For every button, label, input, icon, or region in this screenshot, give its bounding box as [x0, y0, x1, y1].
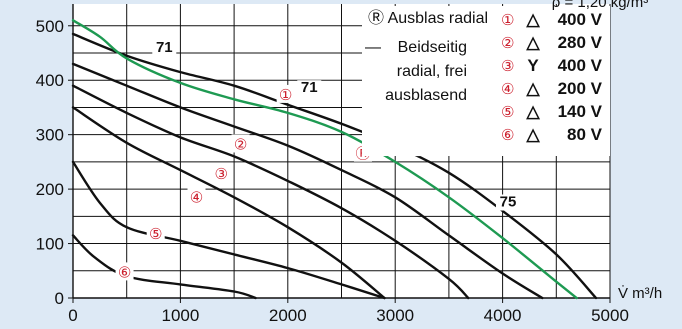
legend-connection: △ [525, 79, 540, 98]
annotation-bg [495, 194, 520, 211]
legend-black-label: radial, frei [397, 63, 467, 80]
legend-black-line: — [365, 39, 381, 56]
y-tick-label: 400 [36, 71, 64, 90]
efficiency-label: 71 [301, 79, 318, 96]
annotation-bg [297, 80, 322, 97]
legend-connection: △ [525, 10, 540, 29]
legend-voltage: 140 V [558, 102, 603, 121]
curve-marker: ③ [214, 165, 227, 183]
legend-black-label: ausblasend [385, 87, 467, 104]
annotation-bg [276, 84, 295, 103]
x-tick-label: 2000 [269, 306, 307, 325]
efficiency-label: 75 [500, 194, 517, 211]
x-tick-label: 1000 [161, 306, 199, 325]
legend-black-label: Beidseitig [398, 39, 467, 56]
annotation-bg [212, 163, 231, 182]
curve-marker: ① [279, 86, 292, 104]
annotation-bg [115, 262, 134, 281]
y-tick-label: 200 [36, 180, 64, 199]
curve-marker: ⑤ [149, 225, 162, 243]
y-tick-label: 500 [36, 17, 64, 36]
curve-4 [71, 106, 386, 300]
annotation-bg [231, 134, 250, 153]
legend: Ⓡ Ausblas radial — Beidseitig radial, frei a… [362, 6, 610, 156]
curves [71, 19, 598, 300]
legend-symbol: ② [501, 34, 514, 52]
legend-voltage: 400 V [558, 10, 603, 29]
curve-ausblas-radial [71, 19, 578, 300]
curve-5 [71, 160, 386, 300]
x-tick-label: 3000 [376, 306, 414, 325]
annotation-bg [187, 187, 206, 206]
legend-connection: Y [527, 56, 539, 75]
axis-ticks: 0 1000 2000 3000 4000 5000 0 100 200 300 400 500 [36, 17, 629, 325]
legend-voltage: 280 V [558, 33, 603, 52]
legend-voltage: 80 V [567, 125, 603, 144]
y-tick-label: 0 [55, 289, 64, 308]
y-tick-label: 100 [36, 235, 64, 254]
annotation-bg [152, 39, 177, 56]
legend-background [362, 6, 610, 156]
curve-1 [71, 32, 598, 300]
legend-symbol: ⑥ [501, 126, 514, 144]
annotation-bg [146, 223, 165, 242]
density-label: ρ = 1,20 kg/m³ [552, 0, 649, 11]
curve-3 [71, 84, 470, 300]
curve-marker: ⑥ [118, 263, 131, 281]
x-tick-label: 0 [68, 306, 77, 325]
legend-voltage: 200 V [558, 79, 603, 98]
x-tick-label: 5000 [591, 306, 629, 325]
y-tick-label: 300 [36, 126, 64, 145]
curve-2 [71, 62, 544, 300]
curve-6 [71, 234, 257, 300]
legend-connection: △ [525, 125, 540, 144]
efficiency-label: 71 [156, 39, 173, 56]
legend-symbol: ① [501, 11, 514, 29]
curve-marker: ④ [190, 188, 203, 206]
legend-symbol: ③ [501, 57, 514, 75]
legend-symbol: ④ [501, 80, 514, 98]
legend-voltage: 400 V [558, 56, 603, 75]
legend-connection: △ [525, 33, 540, 52]
x-tick-label: 4000 [484, 306, 522, 325]
legend-symbol: ⑤ [501, 103, 514, 121]
curve-marker: ② [234, 135, 247, 153]
legend-connection: △ [525, 102, 540, 121]
legend-ausblas-label: Ⓡ Ausblas radial [368, 9, 488, 27]
x-axis-label: V̇ m³/h [618, 285, 662, 302]
